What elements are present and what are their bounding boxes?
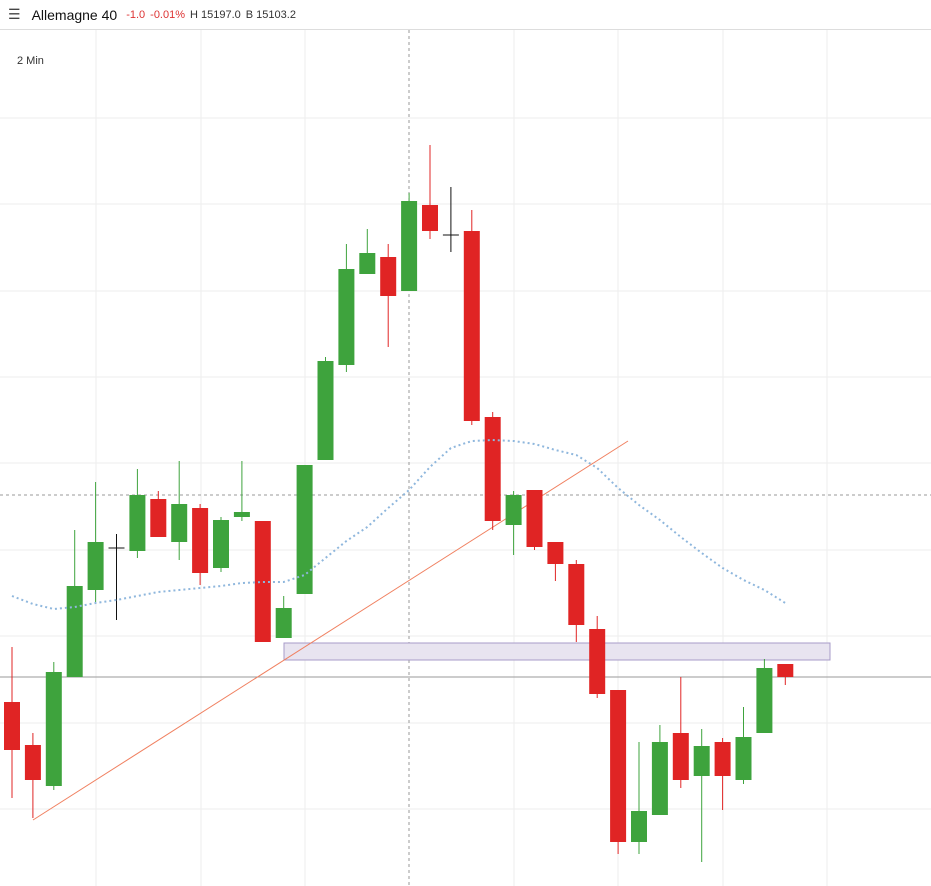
candle-body xyxy=(171,504,188,542)
change-pct: -0.01% xyxy=(150,8,186,21)
candle-body xyxy=(693,746,710,776)
candle-body xyxy=(87,542,104,590)
bid: B 15103.2 xyxy=(245,8,296,21)
candle-body xyxy=(568,564,585,625)
candle-body xyxy=(4,702,20,750)
candle-body xyxy=(296,465,313,594)
candle-body xyxy=(233,512,250,517)
header: ☰ Allemagne 40 -1.0 -0.01% H 15197.0 B 1… xyxy=(0,0,931,30)
candle-body xyxy=(401,201,418,291)
candle-body xyxy=(631,811,647,842)
moving-average xyxy=(11,438,786,611)
change: -1.0 xyxy=(126,8,146,21)
candle-body xyxy=(213,520,229,568)
candle-body xyxy=(547,542,564,564)
interval: 2 Min xyxy=(17,55,44,67)
candle-body xyxy=(756,668,773,733)
menu-icon[interactable]: ☰ xyxy=(8,6,21,22)
candle-body xyxy=(275,608,292,638)
symbol: Allemagne 40 xyxy=(31,6,118,23)
zone[interactable] xyxy=(283,642,831,661)
candle-body xyxy=(589,629,606,694)
candle-body xyxy=(735,737,752,780)
candle-body xyxy=(484,417,501,521)
candle-body xyxy=(338,269,355,365)
candle-body xyxy=(45,672,62,786)
candle-body xyxy=(526,490,543,547)
grid xyxy=(0,30,931,886)
candle-body xyxy=(254,521,271,642)
high: H 15197.0 xyxy=(190,8,241,21)
candle-body xyxy=(422,205,438,231)
candle-body xyxy=(192,508,209,573)
candle-body xyxy=(380,257,397,296)
candle-body xyxy=(359,253,376,274)
candle-body xyxy=(317,361,334,460)
candle-body xyxy=(651,742,668,815)
candle-body xyxy=(672,733,689,780)
candle-body xyxy=(150,499,167,537)
candle-body xyxy=(505,495,522,525)
candle-body xyxy=(129,495,146,551)
candle-body xyxy=(463,231,480,421)
candle-body xyxy=(714,742,731,776)
candle-body xyxy=(777,664,794,677)
candle-body xyxy=(24,745,41,780)
candle-body xyxy=(610,690,627,842)
candle-body xyxy=(66,586,83,677)
